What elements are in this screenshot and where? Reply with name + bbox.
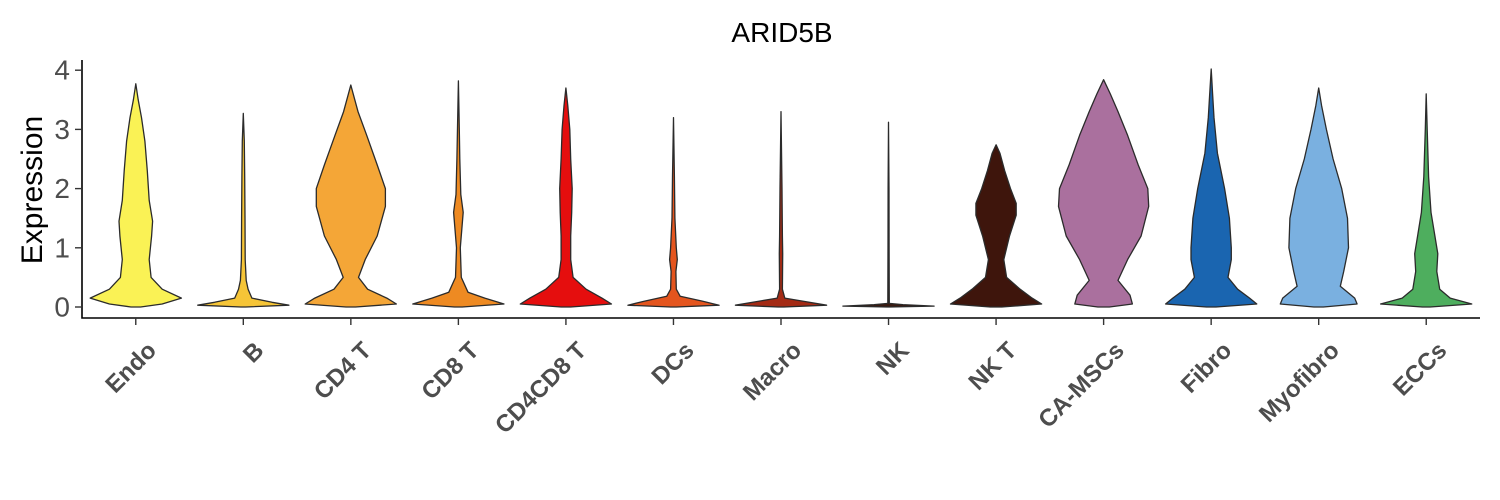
x-tick-label: Macro [738, 337, 807, 406]
violin-myofibro [1279, 87, 1358, 308]
y-tick-label: 0 [54, 292, 70, 323]
violin-nk [842, 121, 935, 308]
x-tick-label: NK T [964, 337, 1023, 396]
axis-lines [81, 60, 1480, 319]
violins-layer [89, 68, 1473, 308]
x-tick-label: CD4 T [309, 337, 377, 405]
x-tick-label: CA-MSCs [1033, 337, 1129, 433]
violin-cd4cd8-t [519, 87, 613, 308]
violin-endo [89, 83, 183, 308]
x-axis: Endo B CD4 T CD8 T CD4CD8 T DCs Macro NK NK T CA-… [100, 318, 1452, 439]
violin-cd8-t [412, 80, 505, 308]
y-axis: 0 1 2 3 4 [54, 55, 1480, 323]
x-tick-label: Myofibro [1254, 337, 1345, 428]
x-tick-label: DCs [647, 337, 700, 390]
y-tick-label: 3 [54, 114, 70, 145]
y-tick-label: 4 [54, 55, 70, 86]
x-tick-label: NK [871, 337, 915, 381]
x-tick-label: CD4CD8 T [490, 337, 592, 439]
x-tick-label: B [238, 337, 269, 368]
violin-cd4-t [304, 84, 398, 308]
chart-title: ARID5B [731, 17, 832, 48]
violin-eccs [1379, 93, 1473, 308]
y-tick-label: 2 [54, 173, 70, 204]
violin-nk-t [949, 144, 1043, 308]
x-tick-label: CD8 T [416, 337, 484, 405]
y-axis-label: Expression [16, 116, 49, 264]
violin-dcs [627, 116, 720, 308]
violin-macro [734, 110, 828, 308]
violin-b [197, 112, 290, 308]
x-tick-label: Endo [100, 337, 162, 399]
x-tick-label: ECCs [1388, 337, 1452, 401]
violin-fibro [1164, 68, 1258, 308]
x-tick-label: Fibro [1176, 337, 1238, 399]
y-tick-label: 1 [54, 232, 70, 263]
violin-ca-mscs [1057, 79, 1150, 308]
